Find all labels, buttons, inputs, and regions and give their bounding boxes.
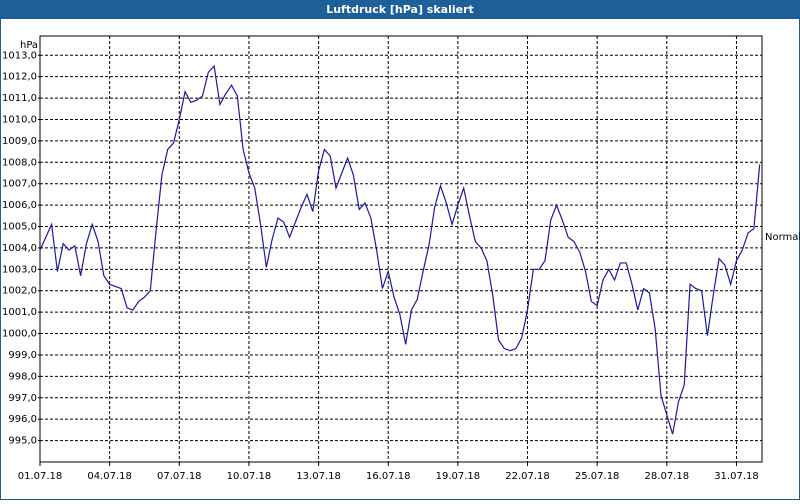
x-tick-label: 19.07.18 <box>436 471 481 482</box>
line-series <box>39 64 761 435</box>
y-tick-label: 997,0 <box>8 393 37 404</box>
y-tick-label: 1001,0 <box>2 307 37 318</box>
x-tick-label: 04.07.18 <box>87 471 132 482</box>
y-tick-label: 995,0 <box>8 436 37 447</box>
x-tick-label: 16.07.18 <box>366 471 411 482</box>
y-tick-label: 1002,0 <box>2 286 37 297</box>
y-tick-label: 1003,0 <box>2 264 37 275</box>
y-tick-label: 1012,0 <box>2 72 37 83</box>
y-tick-label: 1000,0 <box>2 329 37 340</box>
x-tick-label: 25.07.18 <box>575 471 620 482</box>
title-bar <box>0 0 800 19</box>
y-tick-label: 1009,0 <box>2 136 37 147</box>
y-tick-label: 1004,0 <box>2 243 37 254</box>
y-tick-label: 1013,0 <box>2 50 37 61</box>
y-tick-label: 1011,0 <box>2 93 37 104</box>
y-tick-label: 999,0 <box>8 350 37 361</box>
y-tick-label: 1010,0 <box>2 114 37 125</box>
x-tick-label: 13.07.18 <box>296 471 341 482</box>
x-tick-label: 31.07.18 <box>714 471 759 482</box>
y-tick-label: 1006,0 <box>2 200 37 211</box>
x-tick-label: 10.07.18 <box>227 471 272 482</box>
annotation: Normal <box>765 232 800 243</box>
x-tick-label: 07.07.18 <box>157 471 202 482</box>
x-tick-label: 01.07.18 <box>18 471 63 482</box>
x-tick-label: 28.07.18 <box>645 471 690 482</box>
chart-title: Luftdruck [hPa] skaliert <box>326 3 474 16</box>
y-axis-label: hPa <box>20 40 38 51</box>
y-tick-label: 1008,0 <box>2 157 37 168</box>
y-tick-label: 1007,0 <box>2 179 37 190</box>
y-tick-label: 996,0 <box>8 414 37 425</box>
x-tick-label: 22.07.18 <box>505 471 550 482</box>
y-tick-label: 1005,0 <box>2 222 37 233</box>
y-tick-label: 998,0 <box>8 371 37 382</box>
